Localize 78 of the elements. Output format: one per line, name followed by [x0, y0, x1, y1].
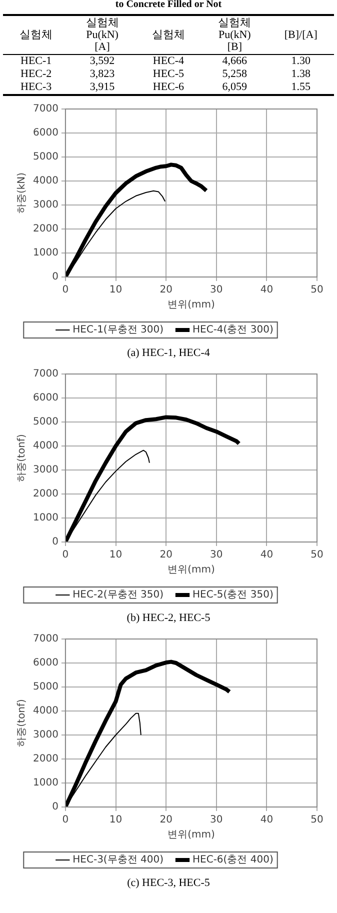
x-tick-label: 50 [310, 550, 324, 561]
y-tick-label: 3000 [32, 464, 58, 476]
x-tick-label: 40 [260, 284, 274, 296]
text: HEC-4 [152, 55, 184, 67]
text: 3,592 [90, 55, 115, 67]
text: (a) HEC-1, HEC-4 [126, 346, 211, 361]
text: to Concrete Filled or Not [114, 0, 223, 12]
legend-label: HEC-3(무충전 400) [72, 854, 164, 866]
x-tick-label: 50 [310, 814, 324, 826]
x-tick-label: 10 [109, 284, 122, 296]
y-tick-label: 0 [52, 536, 58, 548]
legend-label: HEC-2(무충전 350) [72, 590, 164, 601]
text: HEC-6 [152, 81, 184, 93]
y-tick-label: 7000 [32, 634, 58, 645]
text: 5,258 [222, 68, 248, 80]
x-tick-label: 10 [109, 550, 122, 561]
text: 1.55 [291, 81, 310, 93]
x-tick-label: 20 [160, 550, 172, 561]
category-label: 실험체 [18, 28, 54, 43]
text: 4,666 [222, 55, 248, 67]
y-tick-label: 5000 [32, 416, 58, 428]
category-label: 실험체 Pu(kN) [A] [84, 16, 120, 54]
y-tick-label: 6000 [32, 128, 58, 139]
x-tick-label: 40 [260, 814, 274, 826]
y-tick-label: 1000 [32, 512, 58, 524]
y-tick-label: 4000 [32, 440, 58, 452]
legend-label: HEC-5(충전 350) [192, 590, 274, 601]
x-axis-title: 변위(mm) [168, 300, 215, 311]
text: 1.38 [291, 68, 310, 80]
x-tick-label: 20 [160, 284, 172, 296]
text: 3,915 [90, 81, 115, 93]
y-tick-label: 5000 [32, 682, 58, 693]
text: 3,823 [90, 68, 115, 80]
x-tick-label: 20 [160, 814, 172, 826]
y-tick-label: 4000 [32, 706, 58, 717]
text: HEC-2 [20, 68, 52, 80]
x-tick-label: 30 [210, 284, 223, 296]
y-axis-title: 하중(tonf) [16, 434, 28, 482]
text: 1.30 [291, 55, 310, 67]
x-tick-label: 0 [62, 550, 69, 561]
x-tick-label: 0 [62, 284, 69, 296]
y-tick-label: 7000 [32, 368, 58, 380]
category-label: 실험체 [150, 28, 186, 43]
y-tick-label: 3000 [32, 730, 58, 741]
y-tick-label: 2000 [32, 224, 58, 235]
text: HEC-1 [20, 55, 52, 67]
y-tick-label: 7000 [32, 104, 58, 115]
y-tick-label: 6000 [32, 658, 58, 669]
category-label: 실험체 Pu(kN) [B] [217, 16, 252, 54]
text: 6,059 [222, 81, 248, 93]
x-tick-label: 0 [62, 814, 69, 826]
y-tick-label: 5000 [32, 152, 58, 163]
y-tick-label: 0 [52, 802, 58, 813]
text: (b) HEC-2, HEC-5 [126, 611, 212, 626]
y-tick-label: 0 [52, 272, 58, 283]
text: HEC-3 [20, 81, 52, 93]
y-tick-label: 6000 [32, 392, 58, 404]
category-label: [B]/[A] [283, 28, 318, 43]
y-tick-label: 2000 [32, 488, 58, 500]
legend-label: HEC-4(충전 300) [192, 324, 274, 336]
text: (c) HEC-3, HEC-5 [126, 876, 211, 891]
x-tick-label: 10 [109, 814, 122, 826]
x-tick-label: 40 [260, 550, 274, 561]
x-tick-label: 30 [210, 814, 223, 826]
y-tick-label: 1000 [32, 248, 58, 259]
x-tick-label: 30 [210, 550, 223, 561]
y-axis-title: 하중(tonf) [16, 699, 28, 747]
y-tick-label: 4000 [32, 176, 58, 187]
x-axis-title: 변위(mm) [168, 830, 215, 841]
y-tick-label: 3000 [32, 200, 58, 211]
y-tick-label: 1000 [32, 778, 58, 789]
legend-label: HEC-6(충전 400) [192, 854, 274, 866]
y-tick-label: 2000 [32, 754, 58, 765]
x-tick-label: 50 [310, 284, 324, 296]
text: HEC-5 [152, 68, 184, 80]
y-axis-title: 하중(kN) [16, 172, 28, 214]
x-axis-title: 변위(mm) [168, 564, 215, 576]
legend-label: HEC-1(무충전 300) [72, 324, 164, 336]
